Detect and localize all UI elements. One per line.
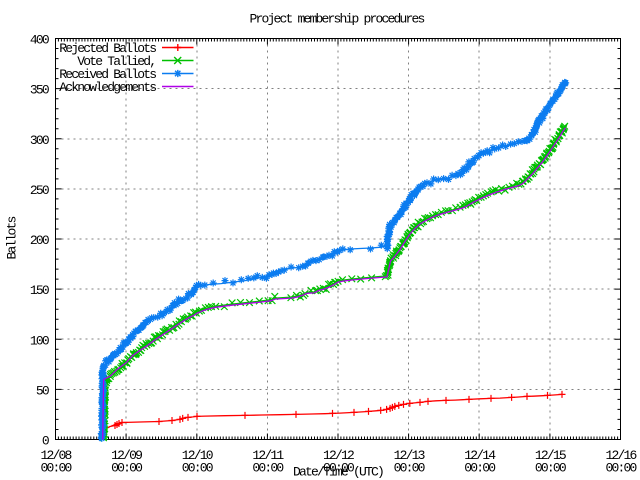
svg-text:250: 250: [30, 183, 49, 198]
svg-text:400: 400: [30, 33, 49, 48]
svg-text:300: 300: [30, 133, 49, 148]
svg-text:Vote Tallied,: Vote Tallied,: [77, 54, 155, 69]
svg-text:Project membership procedures: Project membership procedures: [249, 12, 424, 27]
svg-text:00:00: 00:00: [394, 461, 425, 476]
svg-text:12/09: 12/09: [111, 448, 142, 463]
svg-text:12/16: 12/16: [605, 448, 636, 463]
svg-text:150: 150: [30, 283, 49, 298]
svg-text:12/10: 12/10: [182, 448, 213, 463]
svg-text:00:00: 00:00: [464, 461, 495, 476]
svg-text:Received Ballots: Received Ballots: [59, 67, 156, 82]
svg-text:12/14: 12/14: [464, 448, 496, 463]
svg-text:50: 50: [36, 384, 49, 399]
svg-text:12/15: 12/15: [535, 448, 566, 463]
svg-text:12/12: 12/12: [323, 448, 354, 463]
svg-text:00:00: 00:00: [40, 461, 71, 476]
svg-text:12/11: 12/11: [252, 448, 284, 463]
svg-text:00:00: 00:00: [605, 461, 636, 476]
svg-text:00:00: 00:00: [182, 461, 213, 476]
svg-text:Ballots: Ballots: [5, 217, 20, 260]
svg-text:00:00: 00:00: [111, 461, 142, 476]
svg-text:350: 350: [30, 83, 49, 98]
svg-text:00:00: 00:00: [323, 461, 354, 476]
svg-text:12/08: 12/08: [40, 448, 71, 463]
svg-text:0: 0: [42, 434, 49, 449]
svg-text:12/13: 12/13: [394, 448, 425, 463]
svg-text:00:00: 00:00: [535, 461, 566, 476]
svg-text:Acknowledgements: Acknowledgements: [59, 80, 156, 95]
svg-text:100: 100: [30, 333, 49, 348]
svg-text:Date/Time (UTC): Date/Time (UTC): [293, 465, 383, 480]
svg-text:Rejected Ballots: Rejected Ballots: [59, 41, 156, 56]
svg-text:00:00: 00:00: [252, 461, 283, 476]
svg-text:200: 200: [30, 233, 49, 248]
